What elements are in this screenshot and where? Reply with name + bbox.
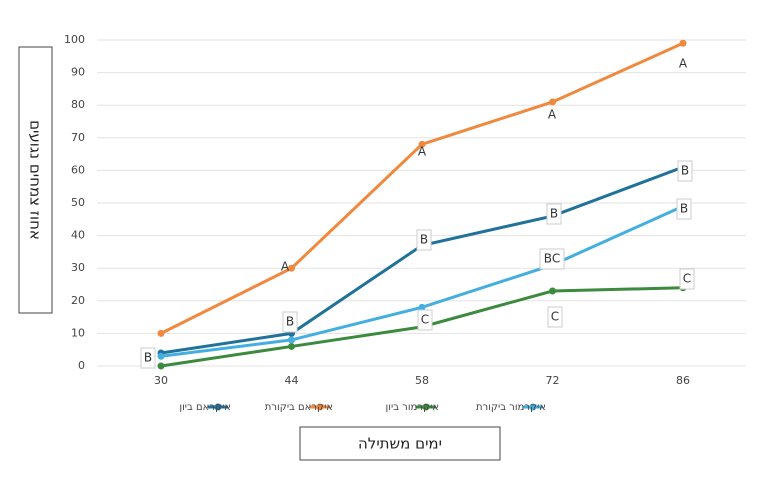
x-tick-label: 44 — [285, 374, 299, 387]
point — [418, 303, 426, 311]
annotation-box — [417, 309, 433, 331]
legend-marker — [422, 403, 430, 411]
y-tick-label: 90 — [71, 66, 85, 79]
annotation: B — [550, 207, 558, 221]
annotation: B — [144, 351, 152, 365]
annotation: C — [421, 313, 429, 327]
annotation: A — [679, 57, 688, 71]
legend-marker — [316, 403, 324, 411]
annotation-box — [546, 203, 562, 225]
annotation: B — [680, 202, 688, 216]
annotation: B — [681, 164, 689, 178]
point — [157, 329, 165, 337]
annotation: A — [281, 260, 290, 274]
point — [549, 287, 556, 295]
point — [679, 39, 687, 47]
x-title-box — [299, 426, 501, 461]
y-tick-label: 70 — [71, 131, 85, 144]
x-axis-title: ימים משתילה — [358, 435, 442, 453]
annotation-box — [282, 311, 298, 333]
y-tick-label: 40 — [71, 229, 85, 242]
annotation-box — [676, 198, 692, 220]
point — [549, 98, 556, 106]
annotation-box — [547, 306, 563, 328]
annotation: C — [683, 272, 691, 286]
y-tick-label: 50 — [71, 196, 85, 209]
y-tick-label: 80 — [71, 98, 85, 111]
y-tick-label: 20 — [71, 294, 85, 307]
annotation-box — [539, 248, 565, 270]
y-tick-label: 100 — [64, 33, 85, 46]
annotation: C — [551, 310, 559, 324]
point — [288, 336, 295, 344]
annotation: B — [286, 315, 294, 329]
y-axis-title: אחוז צמחים נגועים — [27, 120, 45, 240]
legend-marker — [529, 403, 537, 411]
legend-marker — [214, 403, 222, 411]
point — [157, 352, 165, 360]
y-title-box — [18, 46, 53, 314]
y-tick-label: 30 — [71, 261, 85, 274]
y-tick-label: 60 — [71, 163, 85, 176]
point — [418, 140, 426, 148]
x-tick-label: 72 — [546, 374, 560, 387]
annotation: BC — [544, 252, 560, 266]
annotation: A — [418, 145, 427, 159]
annotation-box — [679, 268, 695, 290]
annotation: A — [548, 108, 557, 122]
x-tick-label: 30 — [154, 374, 168, 387]
x-tick-label: 58 — [415, 374, 429, 387]
point — [288, 264, 295, 272]
legend-label: איקרמור ביון — [386, 402, 439, 413]
annotation: B — [420, 233, 428, 247]
annotation-box — [140, 347, 156, 369]
y-tick-label: 10 — [71, 326, 85, 339]
legend-label: איקראם ביקורת — [265, 402, 333, 413]
annotation-box — [416, 229, 432, 251]
point — [288, 342, 295, 350]
annotation-box — [677, 160, 693, 182]
legend-label: איקראם ביון — [179, 402, 231, 413]
x-tick-label: 86 — [676, 374, 690, 387]
y-tick-label: 0 — [78, 359, 85, 372]
point — [157, 362, 165, 370]
legend-label: איקרמור ביקורת — [476, 402, 546, 413]
